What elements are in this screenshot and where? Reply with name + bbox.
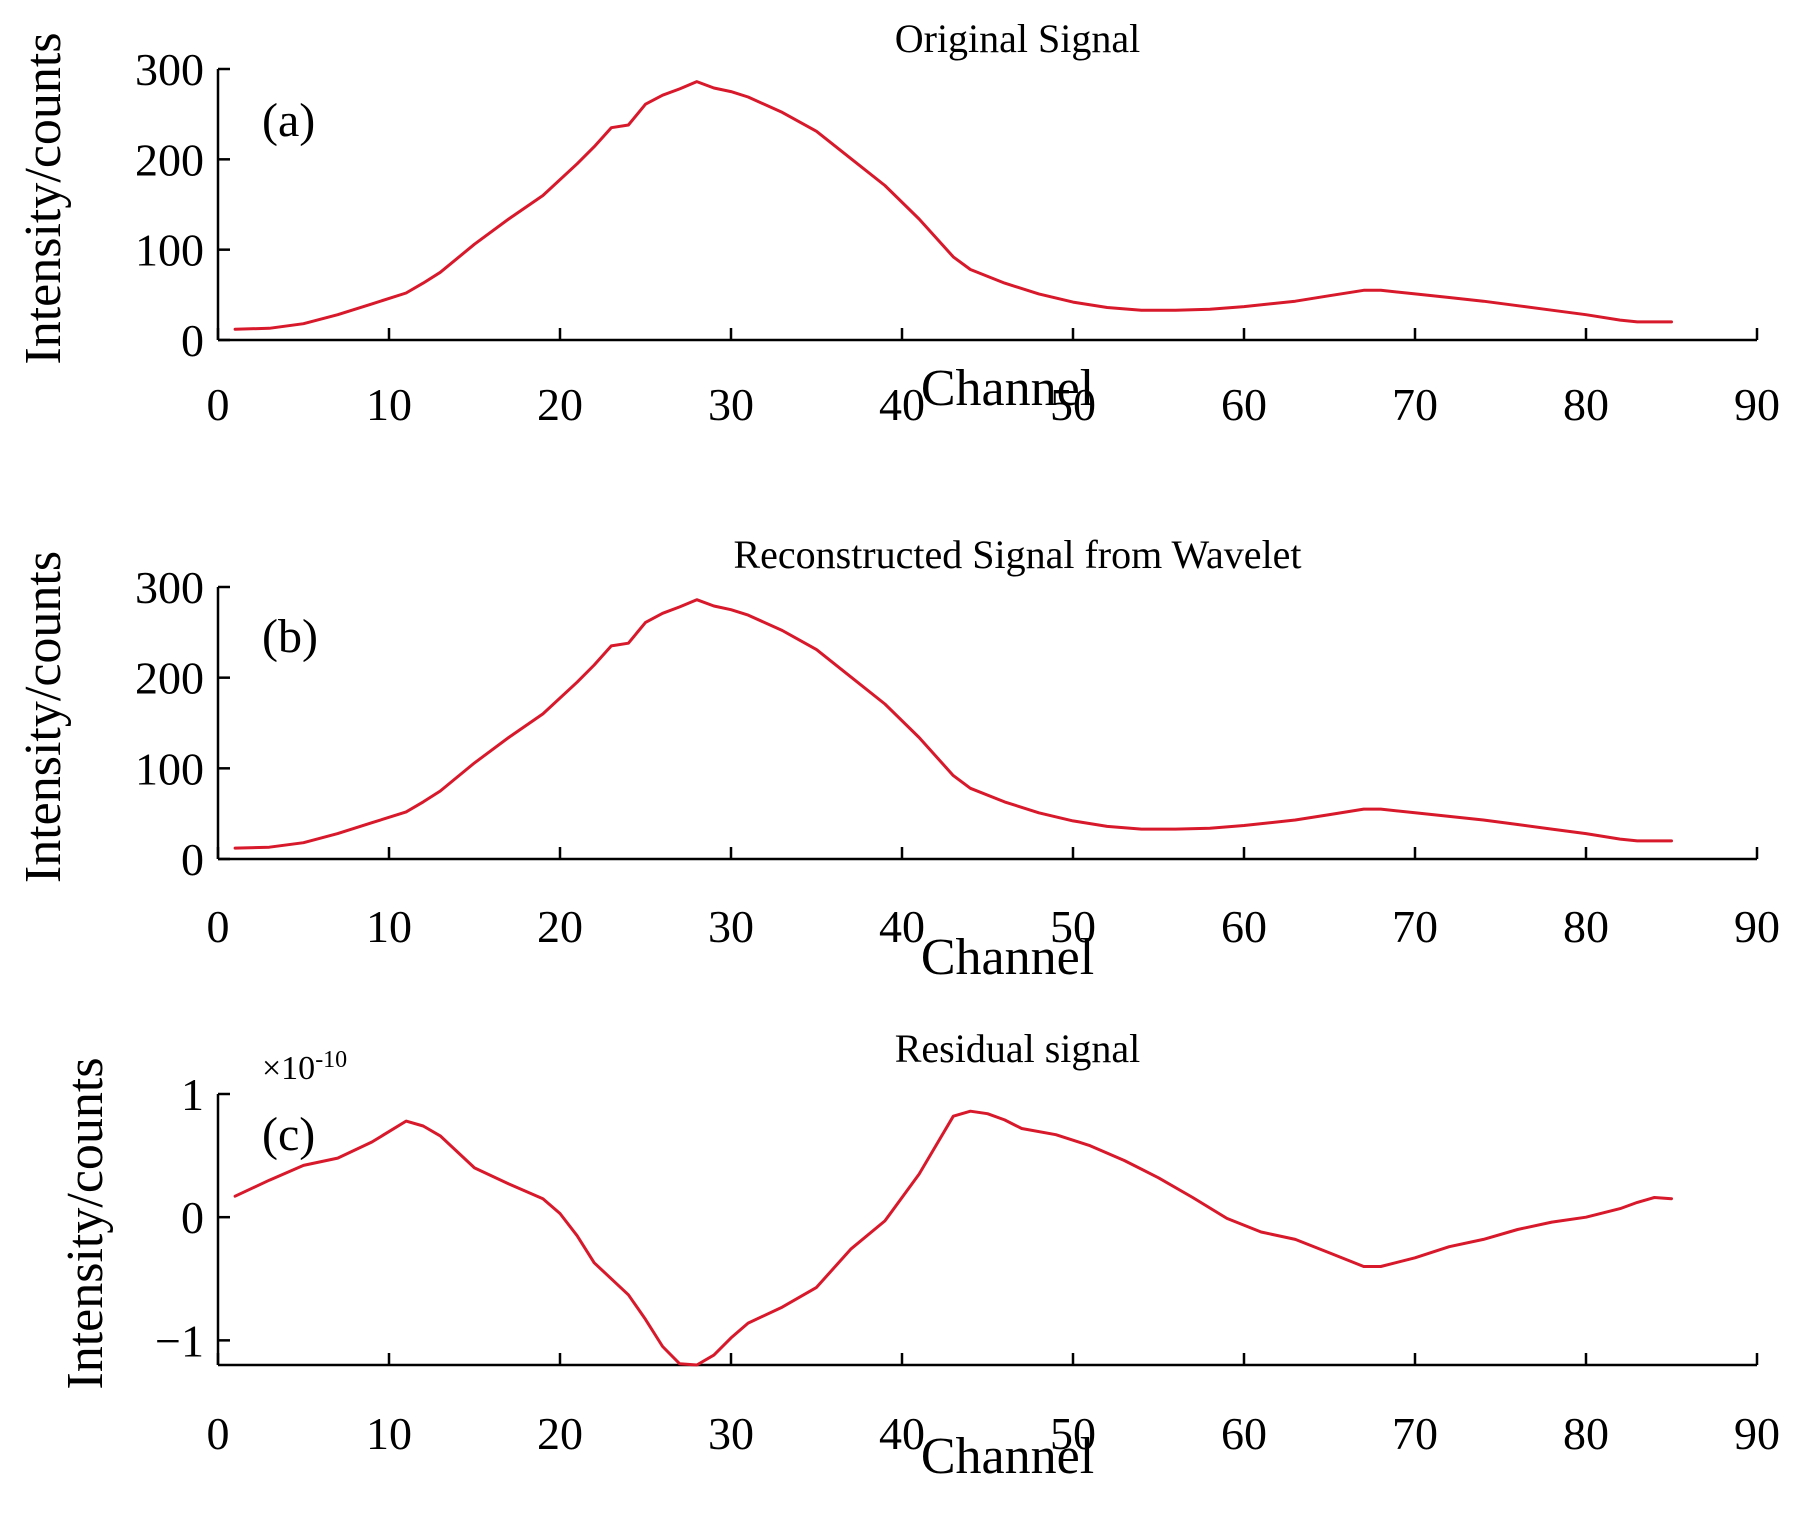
x-tick-label: 50 bbox=[1050, 1408, 1096, 1459]
y-tick-label: 200 bbox=[135, 653, 204, 704]
chart-title: Residual signal bbox=[895, 1026, 1141, 1071]
chart-panel-b: Reconstructed Signal from Wavelet 0 10 20 30… bbox=[15, 532, 1780, 986]
y-tick-label: 100 bbox=[135, 743, 204, 794]
series-line bbox=[233, 598, 1673, 850]
y-axis-label: Intensity/counts bbox=[15, 32, 72, 364]
x-tick-label: 20 bbox=[537, 1408, 583, 1459]
panel-label: (a) bbox=[262, 94, 315, 147]
x-tick-label: 60 bbox=[1221, 1408, 1267, 1459]
x-tick-label: 10 bbox=[366, 1408, 412, 1459]
x-tick-label: 70 bbox=[1392, 901, 1438, 952]
x-tick-label: 90 bbox=[1734, 1408, 1780, 1459]
x-tick-label: 50 bbox=[1050, 901, 1096, 952]
panel-label: (b) bbox=[262, 610, 318, 663]
chart-panel-a: Original Signal 0 10 20 30 40 50 60 70 80 90 0 100 20… bbox=[15, 16, 1780, 430]
y-tick-label: 0 bbox=[181, 834, 204, 885]
y-tick-label: 200 bbox=[135, 134, 204, 185]
y-tick-label: 0 bbox=[181, 1192, 204, 1243]
x-tick-label: 90 bbox=[1734, 379, 1780, 430]
x-tick-label: 60 bbox=[1221, 379, 1267, 430]
x-axis-label: Channel bbox=[921, 1428, 1094, 1485]
chart-title: Original Signal bbox=[895, 16, 1141, 61]
x-tick-label: 20 bbox=[537, 379, 583, 430]
x-axis-label: Channel bbox=[921, 929, 1094, 986]
axis-multiplier-label: ×10-10 bbox=[262, 1047, 347, 1087]
x-tick-label: 0 bbox=[207, 379, 230, 430]
x-tick-label: 40 bbox=[879, 1408, 925, 1459]
panel-label: (c) bbox=[262, 1108, 315, 1161]
x-tick-label: 80 bbox=[1563, 379, 1609, 430]
x-tick-label: 50 bbox=[1050, 379, 1096, 430]
y-tick-label: −1 bbox=[155, 1315, 204, 1366]
x-tick-label: 80 bbox=[1563, 901, 1609, 952]
series-line bbox=[233, 1109, 1673, 1367]
x-tick-label: 80 bbox=[1563, 1408, 1609, 1459]
x-tick-label: 70 bbox=[1392, 1408, 1438, 1459]
x-tick-label: 0 bbox=[207, 901, 230, 952]
x-tick-label: 70 bbox=[1392, 379, 1438, 430]
y-tick-label: 100 bbox=[135, 225, 204, 276]
x-tick-label: 0 bbox=[207, 1408, 230, 1459]
y-tick-label: 0 bbox=[181, 315, 204, 366]
x-tick-label: 20 bbox=[537, 901, 583, 952]
x-tick-label: 40 bbox=[879, 379, 925, 430]
x-tick-label: 10 bbox=[366, 901, 412, 952]
y-axis-label: Intensity/counts bbox=[57, 1057, 114, 1389]
x-tick-label: 30 bbox=[708, 379, 754, 430]
series-line bbox=[233, 80, 1673, 331]
x-tick-label: 90 bbox=[1734, 901, 1780, 952]
x-tick-label: 10 bbox=[366, 379, 412, 430]
x-tick-label: 30 bbox=[708, 901, 754, 952]
y-tick-label: 300 bbox=[135, 44, 204, 95]
x-tick-label: 30 bbox=[708, 1408, 754, 1459]
x-tick-label: 60 bbox=[1221, 901, 1267, 952]
x-tick-label: 40 bbox=[879, 901, 925, 952]
y-tick-label: 300 bbox=[135, 562, 204, 613]
y-tick-label: 1 bbox=[181, 1069, 204, 1120]
x-axis-label: Channel bbox=[921, 360, 1094, 417]
y-axis-label: Intensity/counts bbox=[15, 551, 72, 883]
chart-title: Reconstructed Signal from Wavelet bbox=[733, 532, 1301, 577]
